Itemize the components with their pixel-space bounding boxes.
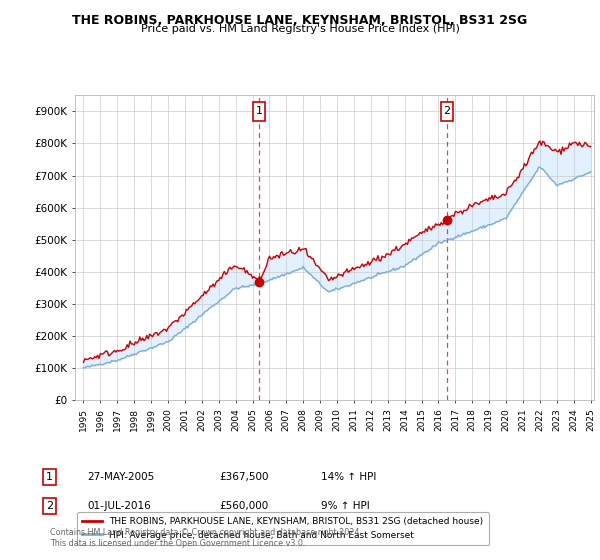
Text: 1: 1 <box>46 472 53 482</box>
Bar <box>441 101 453 121</box>
Text: Price paid vs. HM Land Registry's House Price Index (HPI): Price paid vs. HM Land Registry's House … <box>140 24 460 34</box>
Text: £560,000: £560,000 <box>219 501 268 511</box>
Text: Contains HM Land Registry data © Crown copyright and database right 2024.
This d: Contains HM Land Registry data © Crown c… <box>50 528 362 548</box>
Text: 1: 1 <box>256 106 263 116</box>
Text: 2: 2 <box>443 106 451 116</box>
Text: 9% ↑ HPI: 9% ↑ HPI <box>321 501 370 511</box>
Text: 01-JUL-2016: 01-JUL-2016 <box>87 501 151 511</box>
Text: £367,500: £367,500 <box>219 472 269 482</box>
Text: 2: 2 <box>46 501 53 511</box>
Bar <box>253 101 265 121</box>
Legend: THE ROBINS, PARKHOUSE LANE, KEYNSHAM, BRISTOL, BS31 2SG (detached house), HPI: A: THE ROBINS, PARKHOUSE LANE, KEYNSHAM, BR… <box>77 512 489 545</box>
Text: 27-MAY-2005: 27-MAY-2005 <box>87 472 154 482</box>
Text: THE ROBINS, PARKHOUSE LANE, KEYNSHAM, BRISTOL, BS31 2SG: THE ROBINS, PARKHOUSE LANE, KEYNSHAM, BR… <box>73 14 527 27</box>
Text: 14% ↑ HPI: 14% ↑ HPI <box>321 472 376 482</box>
